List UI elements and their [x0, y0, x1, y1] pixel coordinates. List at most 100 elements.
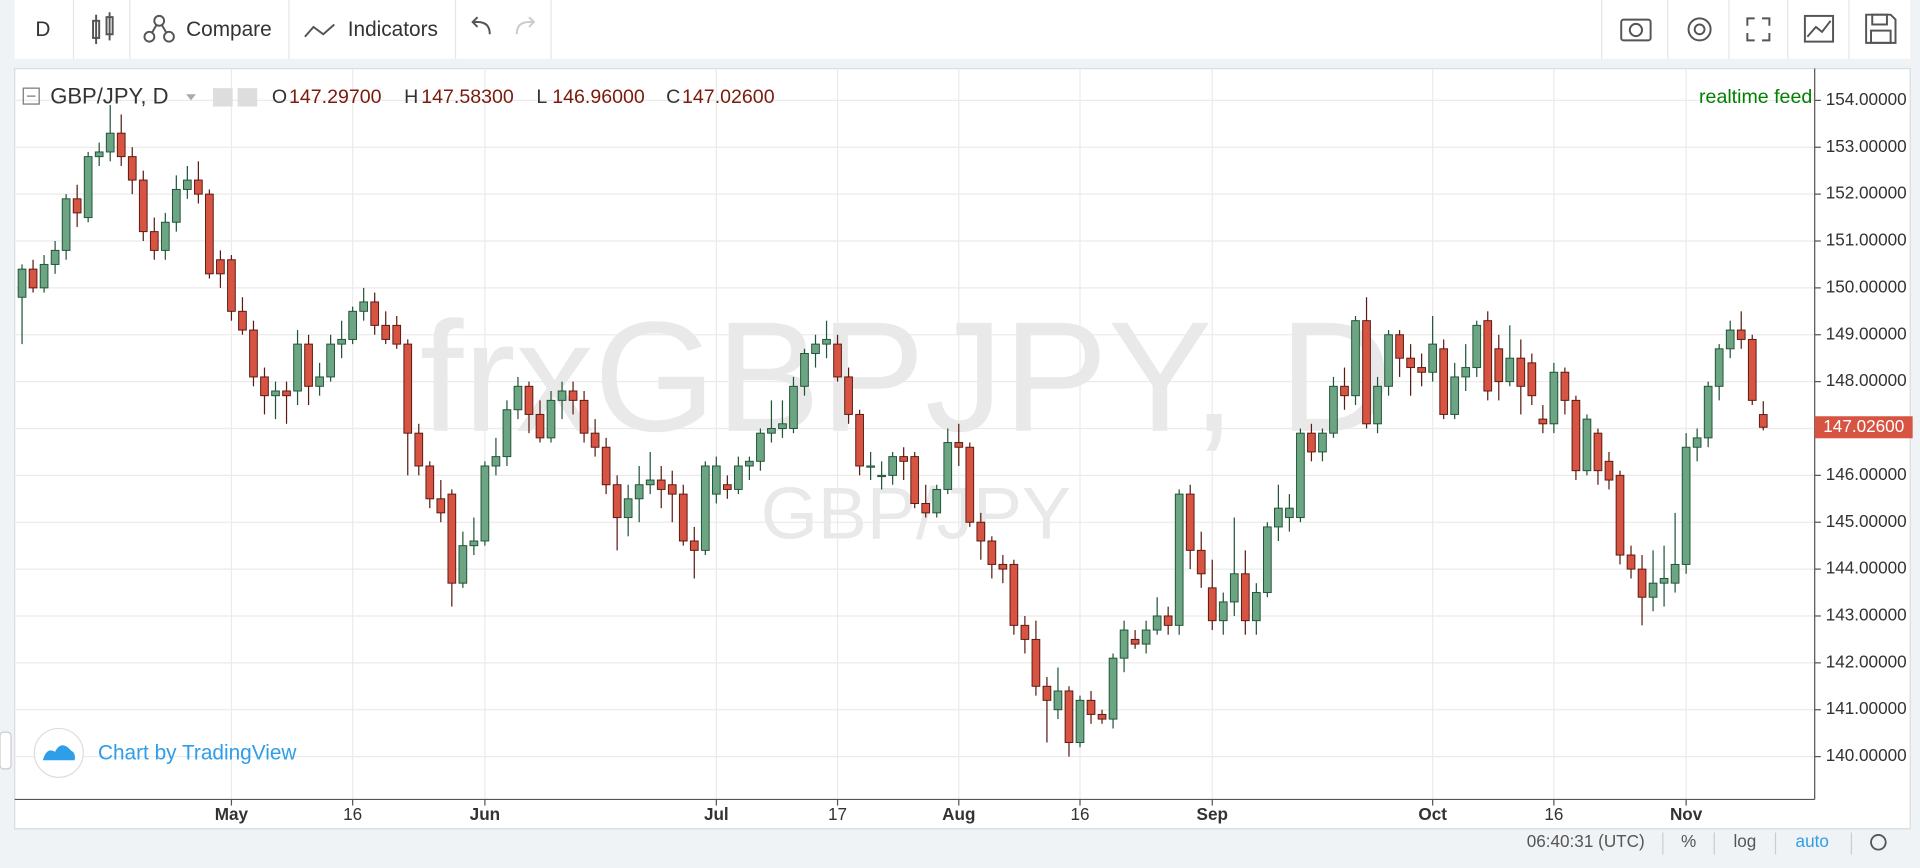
candle-body	[282, 390, 291, 397]
properties-button[interactable]	[1803, 14, 1835, 43]
candle-body	[381, 324, 391, 340]
candle-body	[1670, 563, 1680, 584]
chart-type-button[interactable]	[92, 12, 114, 45]
candle-body	[568, 390, 578, 401]
redo-button[interactable]	[515, 16, 536, 35]
settings-button[interactable]	[1687, 17, 1712, 42]
candle-body	[1593, 432, 1603, 472]
candle-body	[767, 428, 776, 434]
y-tick-label: 146.00000	[1826, 464, 1907, 484]
candle-body	[1207, 587, 1217, 622]
x-tick-label: May	[215, 804, 249, 824]
indicators-button[interactable]: Indicators	[348, 18, 438, 41]
candle-body	[1307, 432, 1316, 453]
candle-body	[932, 488, 942, 514]
interval-button[interactable]: D	[35, 18, 50, 41]
candle-body	[293, 343, 302, 392]
candle-body	[1736, 329, 1746, 340]
candle-body	[888, 456, 897, 476]
indicators-icon	[304, 23, 335, 38]
candle-body	[822, 338, 831, 345]
compare-button[interactable]: Compare	[186, 18, 272, 41]
auto-toggle[interactable]: auto	[1796, 831, 1829, 851]
x-tick-label: Oct	[1418, 804, 1447, 824]
y-tick-label: 154.00000	[1826, 89, 1907, 109]
candle-body	[171, 188, 181, 223]
candle-body	[667, 484, 677, 495]
candle-body	[1340, 385, 1349, 397]
candle-body	[72, 198, 82, 214]
scale-settings[interactable]	[1870, 834, 1887, 851]
x-tick-label: Aug	[942, 804, 975, 824]
clock: 06:40:31 (UTC)	[1527, 831, 1645, 851]
candle-body	[216, 259, 225, 275]
symbol-dropdown[interactable]	[186, 94, 196, 101]
save-button[interactable]	[1865, 13, 1897, 44]
candle-body	[1240, 573, 1250, 622]
candle-body	[1615, 474, 1625, 556]
realtime-feed: realtime feed	[1699, 86, 1812, 108]
undo-button[interactable]	[471, 16, 491, 35]
y-tick-label: 151.00000	[1826, 230, 1907, 250]
candle-body	[94, 151, 104, 158]
candle-body	[689, 540, 699, 551]
x-tick-label: 16	[1070, 804, 1089, 824]
collapse-button[interactable]	[22, 87, 40, 105]
settings-mini-button[interactable]	[237, 88, 258, 107]
ohlc-legend: O 147.29700 H 147.58300 L 146.96000 C 14…	[272, 86, 775, 108]
candle-body	[315, 376, 324, 387]
grid	[14, 68, 1815, 800]
candle-body	[1185, 493, 1195, 551]
side-toggle[interactable]	[0, 731, 12, 770]
candle-body	[1218, 601, 1228, 622]
log-toggle[interactable]: log	[1733, 831, 1756, 851]
symbol-title[interactable]: GBP/JPY, D	[50, 84, 168, 109]
candle-body	[1130, 638, 1140, 645]
percent-toggle[interactable]: %	[1681, 831, 1696, 851]
y-tick-label: 145.00000	[1826, 511, 1907, 531]
candle-body	[469, 540, 479, 547]
candle-body	[954, 442, 964, 448]
candle-body	[1483, 320, 1493, 392]
candle-body	[1494, 348, 1504, 383]
candle-body	[1604, 460, 1614, 481]
candle-body	[1505, 357, 1515, 383]
candle-body	[877, 474, 886, 478]
candle-body	[557, 390, 567, 401]
snapshot-button[interactable]	[1620, 18, 1652, 42]
fullscreen-button[interactable]	[1746, 17, 1771, 42]
candle-body	[83, 156, 93, 219]
branding[interactable]: Chart by TradingView	[98, 742, 297, 765]
candle-body	[491, 456, 501, 467]
candle-body	[1031, 638, 1041, 687]
candle-body	[105, 132, 115, 153]
eye-button[interactable]	[213, 88, 233, 107]
axes: 140.00000 141.00000 142.00000 143.00000 144.…	[215, 89, 1913, 824]
candle-body	[1758, 414, 1768, 428]
x-tick-label: Sep	[1197, 804, 1228, 824]
ohlc-value: 147.02600	[682, 86, 775, 108]
candle-body	[1395, 334, 1404, 359]
candle-body	[458, 545, 468, 584]
candle-body	[50, 249, 60, 265]
candle-body	[425, 465, 435, 500]
candle-body	[1362, 320, 1371, 425]
candle-body	[1318, 432, 1327, 453]
candle-body	[1064, 690, 1074, 744]
ohlc-value: 146.96000	[552, 86, 645, 108]
tv-logo-cloud	[42, 745, 75, 761]
candle-body	[61, 198, 71, 251]
y-tick-label: 144.00000	[1826, 558, 1907, 578]
candle-body	[1053, 690, 1063, 711]
candle-body	[116, 132, 126, 158]
candle-body	[678, 493, 688, 542]
candle-body	[1108, 657, 1118, 720]
candle-body	[1020, 624, 1030, 640]
candle-body	[414, 432, 424, 467]
candle-body	[1703, 385, 1713, 439]
toolbar-buttons: D Compare Indicators	[35, 0, 1897, 59]
x-tick-label: 16	[343, 804, 362, 824]
candle-body	[535, 413, 545, 439]
candle-body	[1274, 507, 1283, 528]
